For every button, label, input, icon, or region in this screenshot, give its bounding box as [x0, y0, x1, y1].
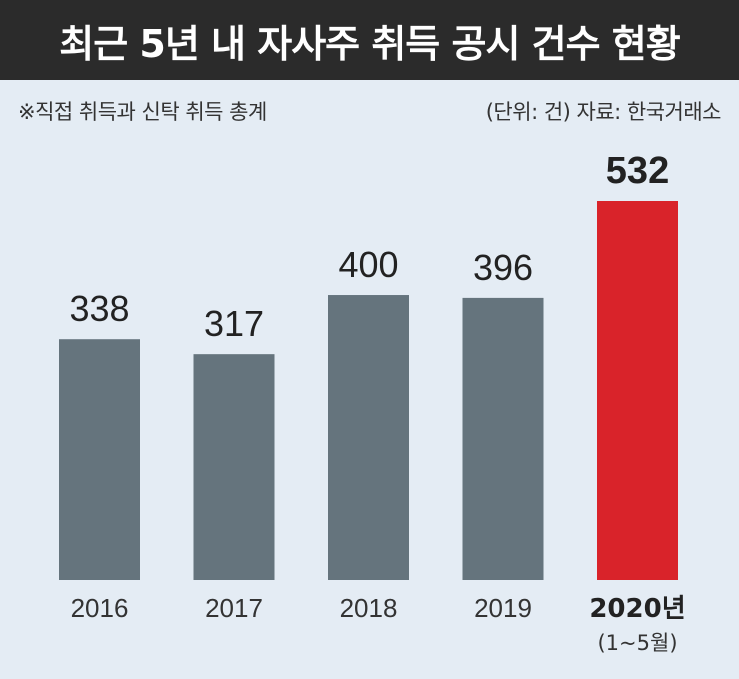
category-label-2019: 2019 [474, 593, 532, 623]
chart-note: ※직접 취득과 신탁 취득 총계 [18, 100, 267, 124]
bar-2020년 [597, 201, 678, 580]
bar-2016 [59, 339, 140, 580]
bar-2017 [193, 354, 275, 580]
data-label-2019: 396 [473, 247, 533, 288]
category-label-2017: 2017 [205, 593, 263, 623]
bar-2018 [328, 295, 409, 580]
data-label-2016: 338 [69, 288, 129, 329]
category-sublabel-2020년: (1~5월) [597, 631, 677, 655]
data-label-2017: 317 [204, 303, 264, 344]
chart-title: 최근 5년 내 자사주 취득 공시 건수 현황 [0, 0, 739, 80]
category-label-2018: 2018 [340, 593, 398, 623]
bar-2019 [462, 297, 544, 580]
category-label-2016: 2016 [71, 593, 129, 623]
data-label-2020년: 532 [606, 150, 669, 192]
data-label-2018: 400 [338, 244, 398, 285]
category-label-2020년: 2020년 [589, 594, 685, 624]
chart-source: (단위: 건) 자료: 한국거래소 [485, 100, 722, 124]
